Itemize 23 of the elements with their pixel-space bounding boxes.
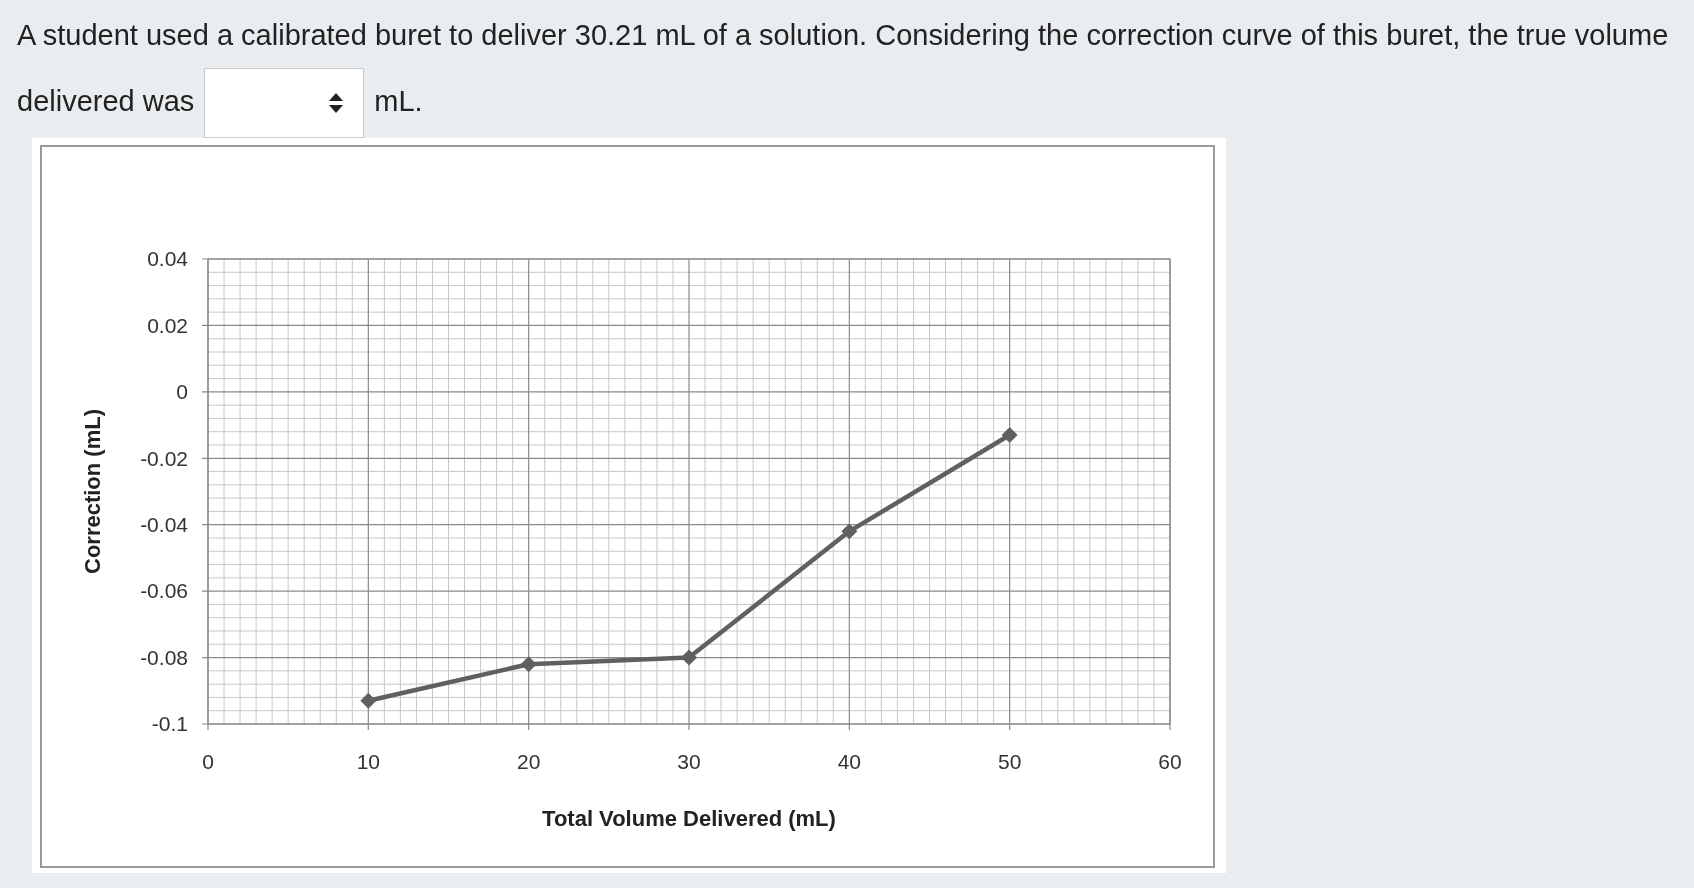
x-tick-label: 30 — [677, 750, 701, 773]
x-axis-title: Total Volume Delivered (mL) — [542, 806, 836, 831]
y-tick-label: 0.04 — [147, 247, 189, 271]
x-tick-label: 40 — [837, 750, 862, 773]
x-tick-label: 0 — [202, 750, 214, 773]
y-axis-title: Correction (mL) — [80, 409, 105, 574]
y-tick-label: 0 — [176, 380, 188, 404]
x-tick-label: 50 — [997, 750, 1022, 773]
point — [520, 656, 537, 673]
point — [681, 649, 697, 666]
x-tick-label: 60 — [1158, 750, 1182, 773]
point — [1001, 427, 1018, 444]
y-tick-label: -0.08 — [140, 645, 188, 669]
point — [360, 692, 377, 709]
text: mL. — [374, 85, 423, 117]
y-tick-label: -0.02 — [140, 446, 188, 470]
y-tick-label: 0.02 — [147, 313, 188, 337]
point — [841, 523, 858, 540]
x-tick-label: 20 — [516, 750, 541, 773]
x-tick-label: 10 — [356, 750, 381, 773]
y-tick-label: -0.04 — [140, 513, 189, 537]
y-tick-label: -0.06 — [140, 579, 188, 603]
y-tick-label: -0.1 — [151, 712, 188, 736]
